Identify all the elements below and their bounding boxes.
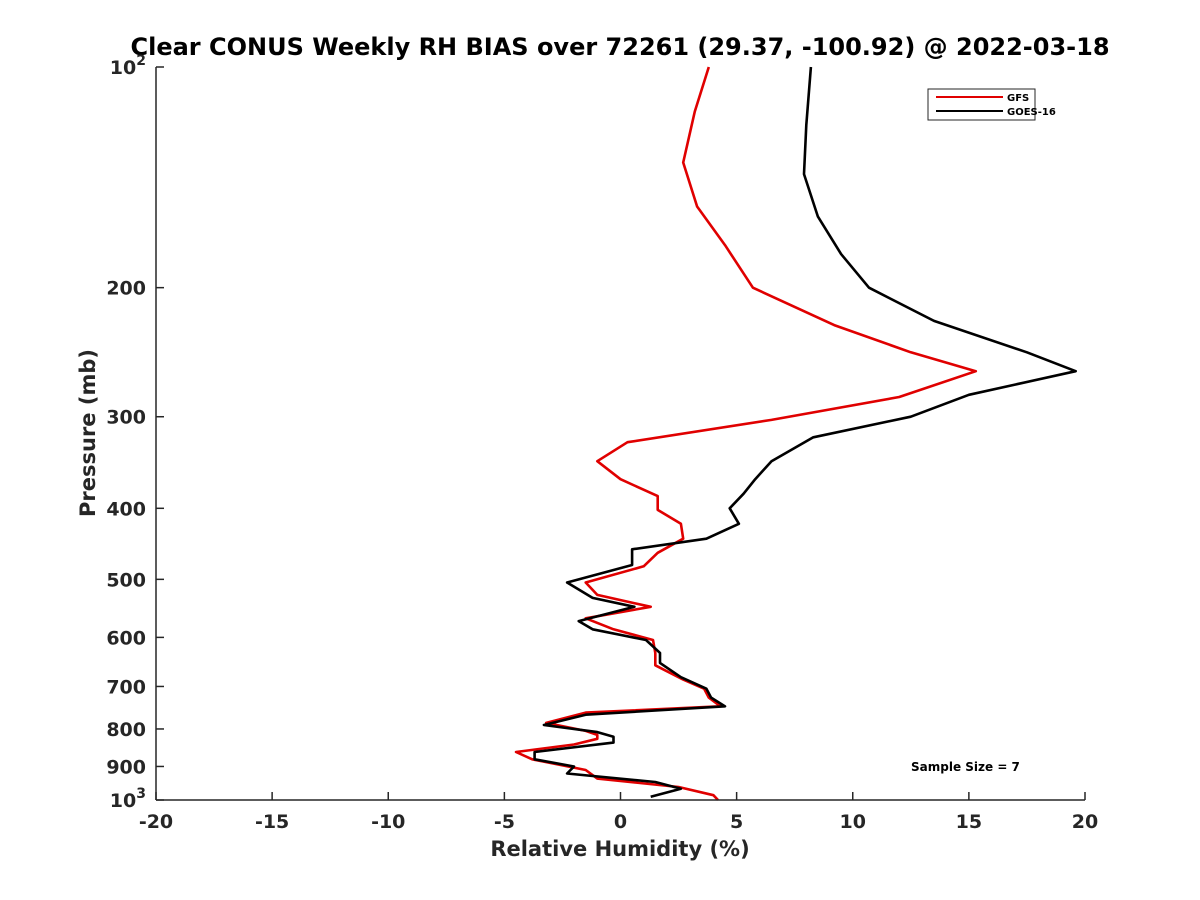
series-layer: [514, 66, 1077, 801]
x-tick-label: -10: [371, 811, 405, 833]
y-ticks: 102 200 300 400 500 600 700 800 900 103: [106, 53, 164, 812]
y-tick-label: 200: [106, 278, 146, 300]
legend-label-gfs: GFS: [1007, 93, 1029, 104]
series-line-goes-16: [533, 66, 1077, 799]
x-tick-label: -5: [494, 811, 515, 833]
y-tick-label: 500: [106, 569, 146, 591]
series-line-gfs: [514, 66, 978, 801]
x-tick-label: -20: [139, 811, 173, 833]
y-tick-label: 102: [110, 53, 146, 79]
legend: GFS GOES-16: [927, 88, 1056, 121]
x-ticks: -20 -15 -10 -5 0 5 10 15 20: [139, 792, 1098, 833]
x-tick-label: 20: [1072, 811, 1098, 833]
x-tick-label: 0: [614, 811, 627, 833]
y-tick-label: 300: [106, 407, 146, 429]
x-axis-label: Relative Humidity (%): [490, 837, 749, 861]
x-tick-label: -15: [255, 811, 289, 833]
y-tick-label: 600: [106, 627, 146, 649]
chart-title: Clear CONUS Weekly RH BIAS over 72261 (2…: [130, 33, 1109, 61]
plot-area: [156, 67, 1085, 800]
legend-box: [927, 88, 1036, 121]
legend-label-goes-16: GOES-16: [1007, 107, 1056, 118]
y-tick-label: 800: [106, 719, 146, 741]
y-tick-label: 900: [106, 756, 146, 778]
y-axis-label: Pressure (mb): [76, 349, 100, 517]
x-tick-label: 15: [956, 811, 982, 833]
sample-size-annotation: Sample Size = 7: [911, 760, 1020, 774]
y-tick-label: 400: [106, 498, 146, 520]
x-tick-label: 5: [730, 811, 743, 833]
y-tick-label: 700: [106, 676, 146, 698]
y-tick-label: 103: [110, 786, 146, 812]
x-tick-label: 10: [840, 811, 866, 833]
